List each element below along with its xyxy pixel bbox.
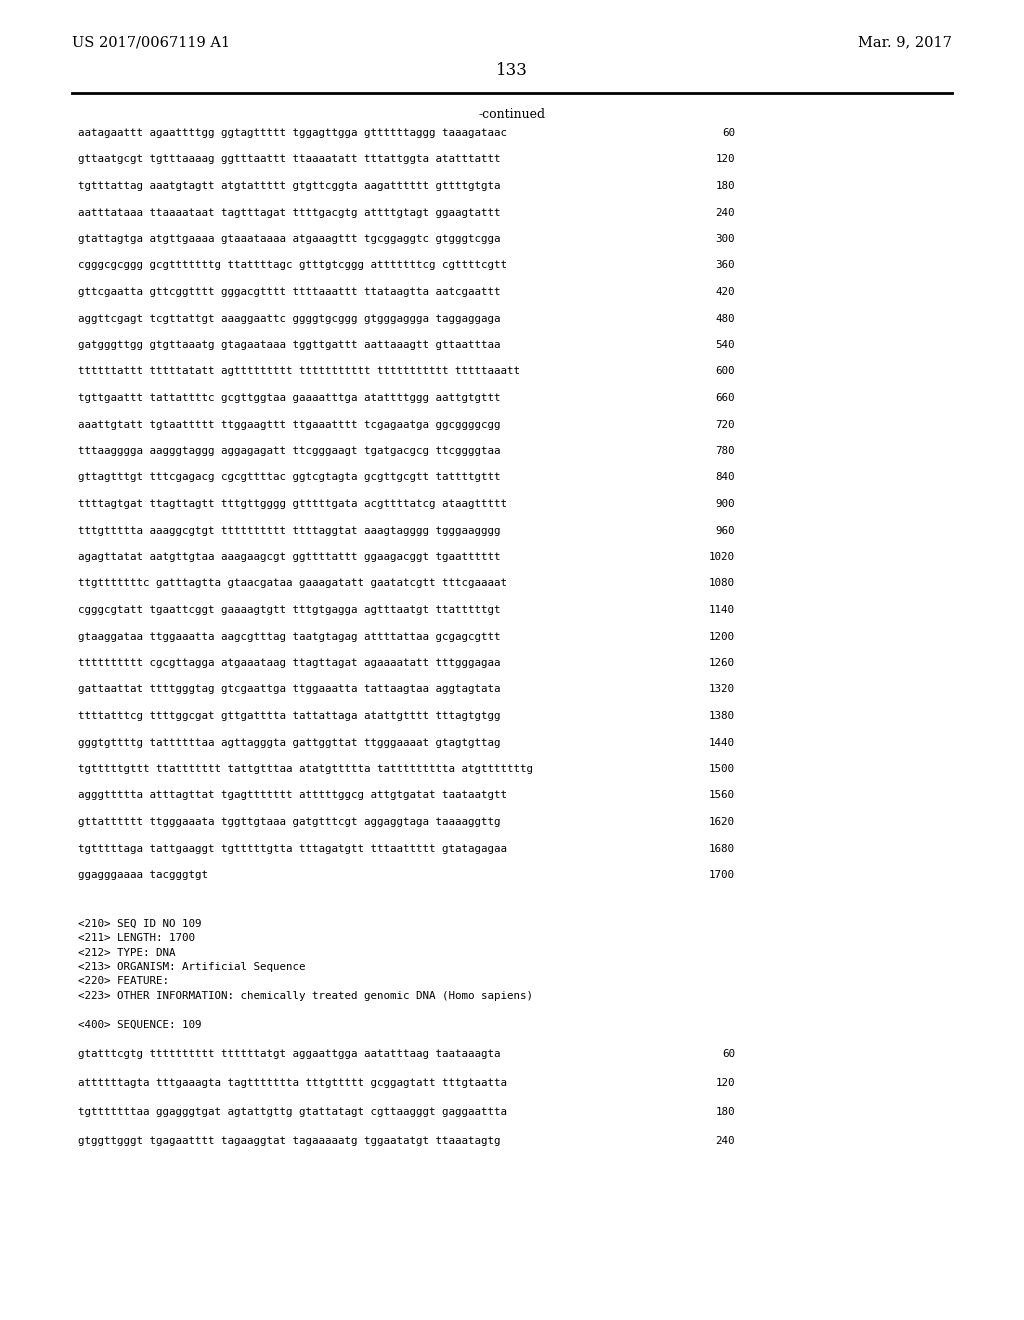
Text: ttttagtgat ttagttagtt tttgttgggg gtttttgata acgttttatcg ataagttttt: ttttagtgat ttagttagtt tttgttgggg gtttttg… — [78, 499, 507, 510]
Text: gtggttgggt tgagaatttt tagaaggtat tagaaaaatg tggaatatgt ttaaatagtg: gtggttgggt tgagaatttt tagaaggtat tagaaaa… — [78, 1137, 501, 1146]
Text: 900: 900 — [716, 499, 735, 510]
Text: 420: 420 — [716, 286, 735, 297]
Text: cgggcgtatt tgaattcggt gaaaagtgtt tttgtgagga agtttaatgt ttatttttgt: cgggcgtatt tgaattcggt gaaaagtgtt tttgtga… — [78, 605, 501, 615]
Text: tgtttttaga tattgaaggt tgtttttgtta tttagatgtt tttaattttt gtatagagaa: tgtttttaga tattgaaggt tgtttttgtta tttaga… — [78, 843, 507, 854]
Text: tgtttttgttt ttattttttt tattgtttaa atatgttttta tattttttttta atgtttttttg: tgtttttgttt ttattttttt tattgtttaa atatgt… — [78, 764, 534, 774]
Text: 780: 780 — [716, 446, 735, 455]
Text: gattaattat ttttgggtag gtcgaattga ttggaaatta tattaagtaa aggtagtata: gattaattat ttttgggtag gtcgaattga ttggaaa… — [78, 685, 501, 694]
Text: 1500: 1500 — [709, 764, 735, 774]
Text: gatgggttgg gtgttaaatg gtagaataaa tggttgattt aattaaagtt gttaatttaa: gatgggttgg gtgttaaatg gtagaataaa tggttga… — [78, 341, 501, 350]
Text: 1680: 1680 — [709, 843, 735, 854]
Text: 720: 720 — [716, 420, 735, 429]
Text: US 2017/0067119 A1: US 2017/0067119 A1 — [72, 36, 230, 49]
Text: gttatttttt ttgggaaata tggttgtaaa gatgtttcgt aggaggtaga taaaaggttg: gttatttttt ttgggaaata tggttgtaaa gatgttt… — [78, 817, 501, 828]
Text: gggtgttttg tattttttaa agttagggta gattggttat ttgggaaaat gtagtgttag: gggtgttttg tattttttaa agttagggta gattggt… — [78, 738, 501, 747]
Text: 1700: 1700 — [709, 870, 735, 880]
Text: -continued: -continued — [478, 108, 546, 121]
Text: gtaaggataa ttggaaatta aagcgtttag taatgtagag attttattaa gcgagcgttt: gtaaggataa ttggaaatta aagcgtttag taatgta… — [78, 631, 501, 642]
Text: <212> TYPE: DNA: <212> TYPE: DNA — [78, 948, 175, 957]
Text: gttaatgcgt tgtttaaaag ggtttaattt ttaaaatatt tttattggta atatttattt: gttaatgcgt tgtttaaaag ggtttaattt ttaaaat… — [78, 154, 501, 165]
Text: 1440: 1440 — [709, 738, 735, 747]
Text: 1560: 1560 — [709, 791, 735, 800]
Text: 120: 120 — [716, 1078, 735, 1088]
Text: <223> OTHER INFORMATION: chemically treated genomic DNA (Homo sapiens): <223> OTHER INFORMATION: chemically trea… — [78, 991, 534, 1001]
Text: <213> ORGANISM: Artificial Sequence: <213> ORGANISM: Artificial Sequence — [78, 962, 305, 972]
Text: tgtttttttaa ggagggtgat agtattgttg gtattatagt cgttaagggt gaggaattta: tgtttttttaa ggagggtgat agtattgttg gtatta… — [78, 1107, 507, 1117]
Text: tgttgaattt tattattttc gcgttggtaa gaaaatttga atattttggg aattgtgttt: tgttgaattt tattattttc gcgttggtaa gaaaatt… — [78, 393, 501, 403]
Text: tgtttattag aaatgtagtt atgtattttt gtgttcggta aagatttttt gttttgtgta: tgtttattag aaatgtagtt atgtattttt gtgttcg… — [78, 181, 501, 191]
Text: aaattgtatt tgtaattttt ttggaagttt ttgaaatttt tcgagaatga ggcggggcgg: aaattgtatt tgtaattttt ttggaagttt ttgaaat… — [78, 420, 501, 429]
Text: 180: 180 — [716, 181, 735, 191]
Text: gttcgaatta gttcggtttt gggacgtttt ttttaaattt ttataagtta aatcgaattt: gttcgaatta gttcggtttt gggacgtttt ttttaaa… — [78, 286, 501, 297]
Text: attttttagta tttgaaagta tagttttttta tttgttttt gcggagtatt tttgtaatta: attttttagta tttgaaagta tagttttttta tttgt… — [78, 1078, 507, 1088]
Text: 1080: 1080 — [709, 578, 735, 589]
Text: 1620: 1620 — [709, 817, 735, 828]
Text: 300: 300 — [716, 234, 735, 244]
Text: gtatttcgtg tttttttttt ttttttatgt aggaattgga aatatttaag taataaagta: gtatttcgtg tttttttttt ttttttatgt aggaatt… — [78, 1049, 501, 1059]
Text: 133: 133 — [496, 62, 528, 79]
Text: <210> SEQ ID NO 109: <210> SEQ ID NO 109 — [78, 919, 202, 928]
Text: gtattagtga atgttgaaaa gtaaataaaa atgaaagttt tgcggaggtc gtgggtcgga: gtattagtga atgttgaaaa gtaaataaaa atgaaag… — [78, 234, 501, 244]
Text: <400> SEQUENCE: 109: <400> SEQUENCE: 109 — [78, 1020, 202, 1030]
Text: tttgttttta aaaggcgtgt tttttttttt ttttaggtat aaagtagggg tgggaagggg: tttgttttta aaaggcgtgt tttttttttt ttttagg… — [78, 525, 501, 536]
Text: 960: 960 — [716, 525, 735, 536]
Text: 1380: 1380 — [709, 711, 735, 721]
Text: 120: 120 — [716, 154, 735, 165]
Text: agagttatat aatgttgtaa aaagaagcgt ggttttattt ggaagacggt tgaatttttt: agagttatat aatgttgtaa aaagaagcgt ggtttta… — [78, 552, 501, 562]
Text: aatagaattt agaattttgg ggtagttttt tggagttgga gttttttaggg taaagataac: aatagaattt agaattttgg ggtagttttt tggagtt… — [78, 128, 507, 139]
Text: 480: 480 — [716, 314, 735, 323]
Text: 840: 840 — [716, 473, 735, 483]
Text: 1320: 1320 — [709, 685, 735, 694]
Text: 360: 360 — [716, 260, 735, 271]
Text: 180: 180 — [716, 1107, 735, 1117]
Text: 60: 60 — [722, 128, 735, 139]
Text: 1260: 1260 — [709, 657, 735, 668]
Text: 60: 60 — [722, 1049, 735, 1059]
Text: 600: 600 — [716, 367, 735, 376]
Text: gttagtttgt tttcgagacg cgcgttttac ggtcgtagta gcgttgcgtt tattttgttt: gttagtttgt tttcgagacg cgcgttttac ggtcgta… — [78, 473, 501, 483]
Text: cgggcgcggg gcgtttttttg ttattttagc gtttgtcggg atttttttcg cgttttcgtt: cgggcgcggg gcgtttttttg ttattttagc gtttgt… — [78, 260, 507, 271]
Text: 240: 240 — [716, 1137, 735, 1146]
Text: <211> LENGTH: 1700: <211> LENGTH: 1700 — [78, 933, 195, 942]
Text: 540: 540 — [716, 341, 735, 350]
Text: 1200: 1200 — [709, 631, 735, 642]
Text: ggagggaaaa tacgggtgt: ggagggaaaa tacgggtgt — [78, 870, 208, 880]
Text: aatttataaa ttaaaataat tagtttagat ttttgacgtg attttgtagt ggaagtattt: aatttataaa ttaaaataat tagtttagat ttttgac… — [78, 207, 501, 218]
Text: tttttttttt cgcgttagga atgaaataag ttagttagat agaaaatatt tttgggagaa: tttttttttt cgcgttagga atgaaataag ttagtta… — [78, 657, 501, 668]
Text: <220> FEATURE:: <220> FEATURE: — [78, 977, 169, 986]
Text: 660: 660 — [716, 393, 735, 403]
Text: ttttatttcg ttttggcgat gttgatttta tattattaga atattgtttt tttagtgtgg: ttttatttcg ttttggcgat gttgatttta tattatt… — [78, 711, 501, 721]
Text: 1140: 1140 — [709, 605, 735, 615]
Text: 1020: 1020 — [709, 552, 735, 562]
Text: aggttcgagt tcgttattgt aaaggaattc ggggtgcggg gtgggaggga taggaggaga: aggttcgagt tcgttattgt aaaggaattc ggggtgc… — [78, 314, 501, 323]
Text: tttaagggga aagggtaggg aggagagatt ttcgggaagt tgatgacgcg ttcggggtaa: tttaagggga aagggtaggg aggagagatt ttcggga… — [78, 446, 501, 455]
Text: ttttttattt tttttatatt agttttttttt ttttttttttt ttttttttttt tttttaaatt: ttttttattt tttttatatt agttttttttt tttttt… — [78, 367, 520, 376]
Text: 240: 240 — [716, 207, 735, 218]
Text: agggttttta atttagttat tgagttttttt atttttggcg attgtgatat taataatgtt: agggttttta atttagttat tgagttttttt attttt… — [78, 791, 507, 800]
Text: ttgtttttttc gatttagtta gtaacgataa gaaagatatt gaatatcgtt tttcgaaaat: ttgtttttttc gatttagtta gtaacgataa gaaaga… — [78, 578, 507, 589]
Text: Mar. 9, 2017: Mar. 9, 2017 — [858, 36, 952, 49]
